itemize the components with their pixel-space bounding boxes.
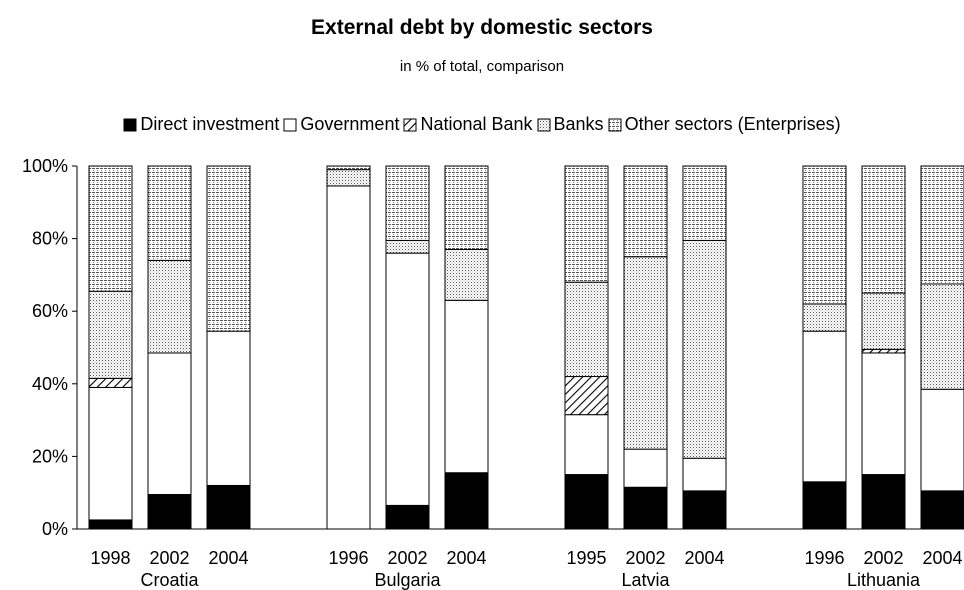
bar-segment: [326, 169, 371, 187]
group-label: Latvia: [621, 570, 670, 590]
y-tick-label: 100%: [22, 156, 68, 176]
bar-segment: [385, 252, 430, 506]
legend-label-banks: Banks: [553, 114, 604, 134]
chart-subtitle: in % of total, comparison: [399, 58, 565, 75]
y-tick-label: 40%: [32, 374, 68, 394]
x-tick-label: 2004: [684, 548, 724, 568]
bar-segment: [564, 376, 609, 416]
bar-segment: [682, 490, 727, 530]
bar-segment: [88, 519, 133, 530]
bar-segment: [444, 299, 489, 474]
bar-segment: [682, 457, 727, 492]
bar-segment: [682, 239, 727, 459]
chart-title: External debt by domestic sectors: [311, 16, 653, 39]
bar-segment: [147, 352, 192, 496]
y-tick-label: 60%: [32, 301, 68, 321]
bar-segment: [920, 165, 964, 285]
y-tick-label: 0%: [42, 519, 68, 539]
x-tick-label: 1996: [804, 548, 844, 568]
bar-segment: [147, 259, 192, 354]
y-axis: 0% 20% 40% 60% 80% 100%: [22, 156, 78, 539]
group-label: Croatia: [140, 570, 199, 590]
legend-label-other-sectors: Other sectors (Enterprises): [624, 114, 841, 134]
bar-segment: [88, 377, 133, 388]
bar-segment: [385, 239, 430, 254]
bar-segment: [920, 490, 964, 530]
bar-segment: [326, 185, 371, 530]
group-label: Bulgaria: [374, 570, 441, 590]
legend-item-government: Government: [283, 114, 399, 135]
legend-label-national-bank: National Bank: [420, 114, 533, 134]
legend-item-direct-investment: Direct investment: [123, 114, 279, 135]
bar-segment: [802, 303, 847, 332]
bar-segment: [147, 494, 192, 530]
bar-segment: [802, 481, 847, 530]
bar-segment: [623, 448, 668, 488]
bar-segment: [623, 165, 668, 258]
bar-segment: [861, 348, 906, 354]
legend-swatch-direct-investment: [123, 118, 137, 131]
x-tick-label: 2002: [863, 548, 903, 568]
group-label: Lithuania: [847, 570, 921, 590]
legend-label-direct-investment: Direct investment: [140, 114, 280, 134]
y-tick-label: 80%: [32, 229, 68, 249]
bars: [88, 165, 964, 530]
bar-segment: [206, 484, 251, 530]
legend-item-other-sectors: Other sectors (Enterprises): [608, 114, 841, 135]
x-tick-label: 2004: [208, 548, 248, 568]
legend-swatch-banks: [537, 118, 551, 131]
bar-segment: [682, 165, 727, 241]
legend-item-banks: Banks: [537, 114, 604, 135]
bar-segment: [861, 352, 906, 476]
bar-segment: [206, 165, 251, 332]
bar-segment: [920, 388, 964, 492]
bar-segment: [861, 165, 906, 294]
bar-segment: [564, 165, 609, 283]
bar-segment: [861, 474, 906, 530]
x-tick-label: 1998: [90, 548, 130, 568]
bar-segment: [88, 290, 133, 379]
bar-segment: [564, 474, 609, 530]
x-tick-label: 1996: [328, 548, 368, 568]
bar-segment: [385, 165, 430, 241]
x-tick-label: 2002: [625, 548, 665, 568]
bar-segment: [920, 283, 964, 390]
x-tick-label: 1995: [566, 548, 606, 568]
bar-segment: [623, 486, 668, 530]
legend: Direct investment Government National Ba…: [0, 114, 964, 135]
x-tick-label: 2002: [149, 548, 189, 568]
bar-segment: [623, 256, 668, 450]
bar-segment: [861, 292, 906, 350]
legend-item-national-bank: National Bank: [403, 114, 533, 135]
bar-segment: [88, 165, 133, 292]
bar-segment: [564, 281, 609, 378]
bar-segment: [444, 165, 489, 250]
bar-segment: [206, 330, 251, 486]
bar-segment: [444, 248, 489, 301]
bar-segment: [802, 330, 847, 483]
legend-swatch-national-bank: [403, 118, 417, 131]
legend-swatch-government: [283, 118, 297, 131]
bar-segment: [444, 472, 489, 530]
y-tick-label: 20%: [32, 446, 68, 466]
x-tick-label: 2002: [387, 548, 427, 568]
x-tick-label: 2004: [446, 548, 486, 568]
legend-swatch-other-sectors: [608, 118, 622, 131]
legend-label-government: Government: [300, 114, 400, 134]
bar-segment: [385, 504, 430, 530]
bar-segment: [326, 165, 371, 171]
x-tick-label: 2004: [922, 548, 962, 568]
bar-segment: [802, 165, 847, 305]
bar-segment: [564, 414, 609, 476]
bar-segment: [88, 386, 133, 521]
bar-segment: [147, 165, 192, 261]
